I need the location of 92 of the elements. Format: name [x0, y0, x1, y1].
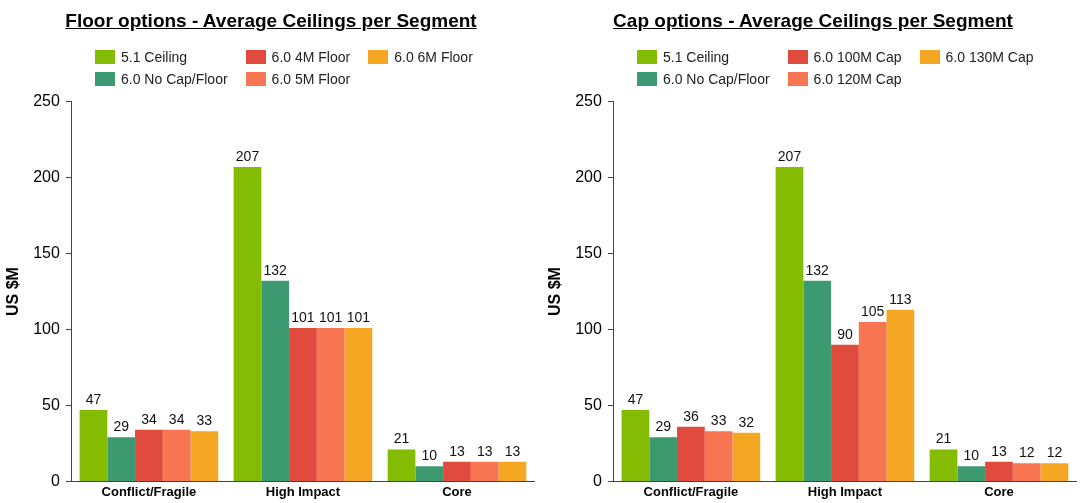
bar	[649, 437, 678, 481]
bar	[498, 461, 527, 481]
y-tick-label: 0	[592, 471, 602, 489]
bar	[79, 410, 108, 481]
bar	[704, 431, 733, 481]
y-tick-label: 150	[575, 243, 602, 261]
data-label: 33	[710, 412, 727, 429]
bar	[957, 466, 986, 481]
legend-label: 5.1 Ceiling	[120, 48, 189, 67]
data-label: 13	[476, 442, 493, 459]
data-label: 47	[85, 390, 102, 407]
bar	[415, 466, 444, 481]
legend-label: 6.0 100M Cap	[812, 48, 902, 67]
legend-label: 6.0 4M Floor	[270, 48, 351, 67]
data-label: 33	[196, 412, 213, 429]
data-label: 36	[683, 407, 699, 424]
bar	[985, 461, 1013, 481]
legend-label: 6.0 5M Floor	[270, 70, 351, 89]
bar	[929, 449, 958, 481]
data-label: 13	[991, 442, 1007, 459]
bar	[621, 410, 650, 481]
data-label: 101	[318, 308, 343, 325]
data-label: 12	[1046, 444, 1063, 461]
bar	[886, 309, 915, 481]
x-tick-label: Conflict/Fragile	[101, 483, 197, 499]
legend-label: 6.0 6M Floor	[393, 48, 473, 67]
data-label: 34	[141, 410, 157, 427]
bar	[261, 280, 290, 481]
bar	[677, 426, 705, 481]
x-tick-label: Conflict/Fragile	[643, 483, 739, 499]
y-tick-label: 100	[33, 319, 60, 337]
y-tick-label: 50	[584, 395, 602, 413]
data-label: 101	[346, 308, 371, 325]
bar	[190, 431, 219, 481]
bar	[135, 429, 163, 481]
data-label: 207	[235, 147, 260, 164]
data-label: 132	[805, 261, 830, 278]
bar	[732, 432, 761, 481]
y-tick-label: 100	[575, 319, 602, 337]
x-tick-label: High Impact	[265, 483, 341, 499]
bar	[162, 429, 191, 481]
y-tick-label: 250	[33, 92, 60, 110]
bar	[1040, 463, 1069, 481]
bar	[1012, 463, 1041, 481]
y-tick-label: 250	[575, 92, 602, 110]
legend-label: 6.0 130M Cap	[944, 48, 1034, 67]
bar	[107, 437, 136, 481]
bar	[233, 166, 262, 481]
data-label: 21	[393, 430, 410, 447]
data-label: 34	[168, 410, 185, 427]
bar	[387, 449, 416, 481]
bar	[803, 280, 832, 481]
x-tick-label: High Impact	[807, 483, 883, 499]
y-tick-label: 50	[42, 395, 60, 413]
data-label: 113	[889, 290, 912, 307]
y-axis-title: US $M	[4, 267, 22, 316]
x-tick-label: Core	[984, 483, 1014, 499]
legend-label: 6.0 No Cap/Floor	[120, 70, 228, 89]
chart-title: Floor options - Average Ceilings per Segment	[64, 10, 478, 32]
bar	[289, 327, 317, 481]
y-axis-title: US $M	[546, 267, 564, 316]
bar	[316, 327, 345, 481]
bar	[775, 166, 804, 481]
y-tick-label: 200	[575, 167, 602, 185]
bar	[470, 461, 499, 481]
bar	[344, 327, 373, 481]
data-label: 29	[655, 418, 672, 435]
bar	[443, 461, 471, 481]
bar	[831, 344, 859, 481]
y-tick-label: 150	[33, 243, 60, 261]
y-tick-label: 0	[50, 471, 60, 489]
data-label: 13	[504, 442, 521, 459]
data-label: 29	[113, 418, 130, 435]
data-label: 13	[449, 442, 465, 459]
data-label: 12	[1018, 444, 1035, 461]
data-label: 207	[777, 147, 802, 164]
data-label: 105	[860, 302, 885, 319]
bar	[858, 321, 887, 481]
data-label: 101	[291, 308, 315, 325]
data-label: 90	[837, 325, 853, 342]
data-label: 21	[935, 430, 952, 447]
legend-label: 6.0 120M Cap	[812, 70, 902, 89]
data-label: 10	[963, 447, 980, 464]
legend-label: 5.1 Ceiling	[662, 48, 731, 67]
x-tick-label: Core	[442, 483, 472, 499]
chart-title: Cap options - Average Ceilings per Segment	[612, 10, 1014, 32]
data-label: 32	[738, 413, 755, 430]
y-tick-label: 200	[33, 167, 60, 185]
legend-label: 6.0 No Cap/Floor	[662, 70, 770, 89]
data-label: 132	[263, 261, 288, 278]
data-label: 47	[627, 390, 644, 407]
data-label: 10	[421, 447, 438, 464]
